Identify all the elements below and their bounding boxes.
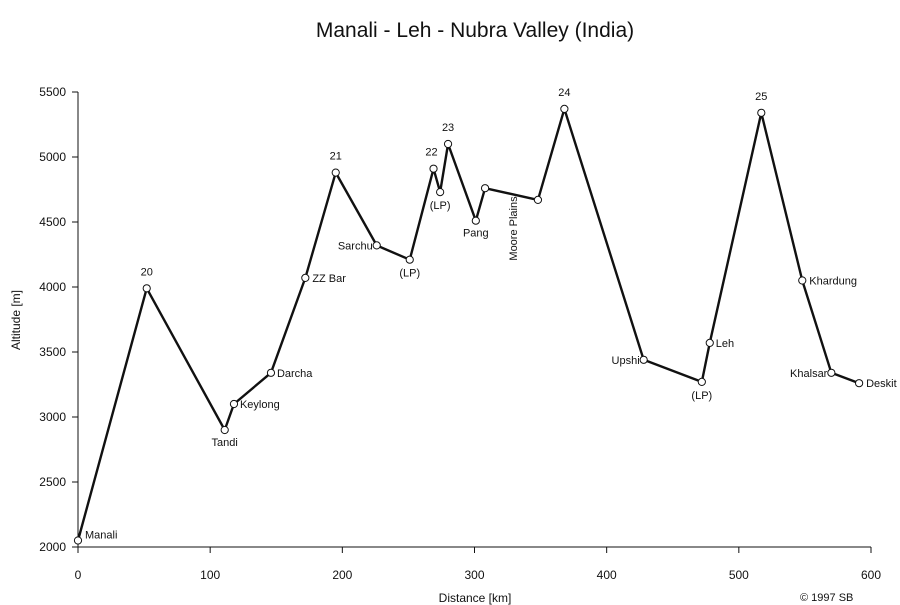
waypoint-label: 20 [141, 266, 153, 278]
x-tick-label: 400 [597, 568, 617, 582]
y-tick-label: 4000 [39, 280, 66, 294]
route-polyline [76, 107, 860, 541]
waypoint-label: (LP) [399, 268, 420, 280]
waypoint-marker [220, 425, 229, 435]
y-tick-label: 5500 [39, 85, 66, 99]
waypoint-marker [757, 108, 766, 117]
waypoint-marker [697, 377, 706, 386]
waypoint-label: Upshi [612, 355, 640, 367]
waypoint-label: 25 [755, 91, 767, 103]
waypoint-label: ZZ Bar [312, 273, 346, 285]
waypoint-marker [266, 368, 276, 377]
waypoint-label: Leh [716, 338, 734, 350]
waypoint-label: Khalsar [790, 368, 828, 380]
moore-plains-annotation: Moore Plains [508, 196, 520, 261]
annotations: Moore Plains [508, 196, 520, 261]
y-axis-label: Altitude [m] [9, 290, 23, 350]
x-tick-label: 100 [200, 568, 220, 582]
waypoint-marker [471, 216, 480, 225]
x-tick-labels: 0 100 200 300 400 500 600 [75, 547, 881, 582]
waypoint-label: (LP) [691, 390, 712, 402]
waypoint-label: (LP) [430, 200, 451, 212]
x-tick-label: 0 [75, 568, 82, 582]
waypoint-marker [429, 164, 438, 173]
waypoint-label: 21 [330, 151, 342, 163]
waypoint-marker [331, 168, 340, 177]
waypoints [73, 104, 864, 545]
y-tick-label: 3500 [39, 345, 66, 359]
y-tick-label: 4500 [39, 215, 66, 229]
waypoint-marker [855, 379, 864, 388]
waypoint-marker [301, 273, 310, 282]
waypoint-marker [639, 355, 648, 364]
x-tick-label: 500 [729, 568, 749, 582]
waypoint-label: Tandi [212, 437, 238, 449]
x-tick-label: 600 [861, 568, 881, 582]
waypoint-marker [229, 399, 239, 409]
waypoint-marker [560, 104, 569, 114]
copyright-note: © 1997 SB [800, 592, 853, 604]
waypoint-marker [73, 536, 83, 545]
waypoint-label: Darcha [277, 368, 313, 380]
axes [77, 92, 871, 548]
waypoint-label: Keylong [240, 399, 280, 411]
waypoint-label: 23 [442, 122, 454, 134]
y-tick-label: 2000 [39, 540, 66, 554]
waypoint-label: 22 [425, 147, 437, 159]
waypoint-label: 24 [558, 87, 570, 99]
waypoint-labels: Manali 20 Tandi Keylong Darcha ZZ Bar 21 Sarchu… [85, 87, 897, 542]
waypoint-label: Manali [85, 530, 117, 542]
y-tick-label: 5000 [39, 150, 66, 164]
waypoint-marker [705, 338, 714, 347]
waypoint-label: Sarchu [338, 240, 373, 252]
y-tick-label: 2500 [39, 475, 66, 489]
waypoint-marker [443, 139, 453, 149]
x-axis-label: Distance [km] [439, 591, 512, 605]
waypoint-marker [436, 188, 445, 197]
waypoint-marker [798, 276, 807, 285]
route-line [76, 107, 860, 541]
waypoint-label: Khardung [809, 276, 857, 288]
y-tick-labels: 2000 2500 3000 3500 4000 4500 5000 5500 [39, 85, 78, 554]
waypoint-marker [372, 241, 381, 250]
chart-title: Manali - Leh - Nubra Valley (India) [316, 19, 634, 42]
waypoint-marker [533, 195, 543, 204]
x-tick-label: 200 [332, 568, 352, 582]
waypoint-marker [142, 284, 151, 293]
y-tick-label: 3000 [39, 410, 66, 424]
waypoint-label: Deskit [866, 378, 897, 390]
waypoint-marker [480, 184, 490, 193]
waypoint-label: Pang [463, 228, 489, 240]
x-tick-label: 300 [464, 568, 484, 582]
waypoint-marker [405, 255, 414, 264]
waypoint-marker [827, 368, 836, 377]
